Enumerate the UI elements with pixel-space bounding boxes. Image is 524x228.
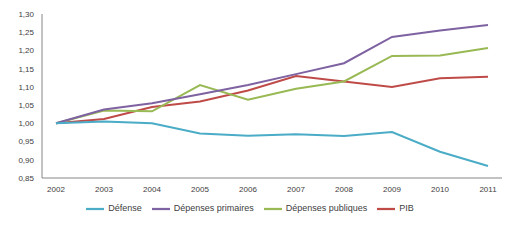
svg-text:2002: 2002 (47, 185, 65, 194)
svg-text:1,30: 1,30 (18, 10, 34, 19)
svg-text:2004: 2004 (143, 185, 161, 194)
svg-text:2007: 2007 (287, 185, 305, 194)
svg-text:2008: 2008 (335, 185, 353, 194)
svg-text:2011: 2011 (479, 185, 497, 194)
svg-text:1,05: 1,05 (18, 101, 34, 110)
svg-text:1,00: 1,00 (18, 119, 34, 128)
html-text:Dépenses publiques: Dépenses publiques (285, 203, 368, 214)
svg-text:2003: 2003 (95, 185, 113, 194)
svg-text:2010: 2010 (431, 185, 449, 194)
svg-text:0,95: 0,95 (18, 137, 34, 146)
svg-text:1,15: 1,15 (18, 65, 34, 74)
svg-text:0,85: 0,85 (18, 174, 34, 183)
svg-text:1,10: 1,10 (18, 83, 34, 92)
svg-text:1,25: 1,25 (18, 28, 34, 37)
svg-text:1,20: 1,20 (18, 46, 34, 55)
html-text:Dépenses primaires: Dépenses primaires (173, 203, 254, 214)
html-text:PIB: PIB (399, 203, 414, 214)
svg-text:2006: 2006 (239, 185, 257, 194)
html-text:Défense: Défense (108, 203, 142, 214)
svg-text:2009: 2009 (383, 185, 401, 194)
svg-text:0,90: 0,90 (18, 156, 34, 165)
svg-text:2005: 2005 (191, 185, 209, 194)
